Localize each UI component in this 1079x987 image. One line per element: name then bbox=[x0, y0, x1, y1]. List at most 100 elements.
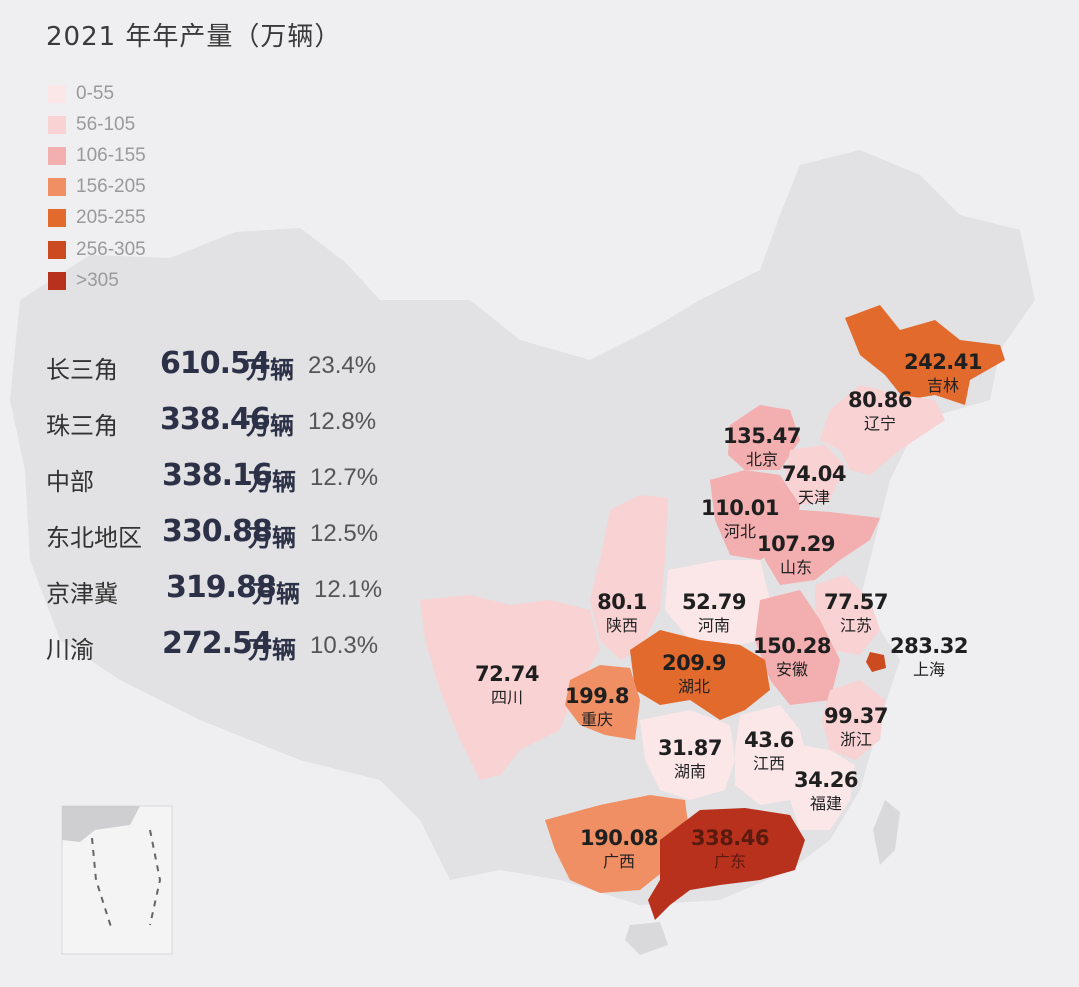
province-name: 四川 bbox=[490, 688, 523, 707]
province-label: 99.37 浙江 bbox=[824, 704, 888, 750]
chongqing-region bbox=[565, 665, 640, 740]
henan-region bbox=[665, 560, 770, 650]
stat-value: 272.54 bbox=[162, 626, 273, 661]
stat-value: 338.16 bbox=[162, 458, 273, 493]
province-name: 湖南 bbox=[673, 762, 706, 781]
province-value: 74.04 bbox=[782, 462, 846, 486]
province-value: 52.79 bbox=[682, 590, 746, 614]
province-label: 110.01 河北 bbox=[700, 496, 780, 542]
province-name: 山东 bbox=[779, 558, 813, 577]
province-value: 31.87 bbox=[658, 736, 722, 760]
province-name: 江西 bbox=[752, 754, 786, 773]
beijing-region bbox=[728, 405, 800, 470]
province-value: 209.9 bbox=[662, 651, 726, 675]
legend-swatch bbox=[48, 240, 66, 259]
stat-unit: 万辆 bbox=[248, 636, 296, 664]
legend-swatch bbox=[48, 209, 66, 228]
stat-value: 319.88 bbox=[166, 570, 277, 605]
stat-share: 12.7% bbox=[310, 464, 379, 491]
legend: 0-55 56-105 106-155 156-205 205-255 256-… bbox=[48, 78, 146, 296]
province-name: 天津 bbox=[797, 488, 830, 507]
shandong-region bbox=[765, 510, 880, 585]
province-value: 338.46 bbox=[690, 826, 770, 850]
legend-label: 106-155 bbox=[76, 144, 146, 166]
hainan-shape bbox=[625, 922, 668, 955]
province-name: 江苏 bbox=[839, 616, 872, 635]
anhui-region bbox=[755, 590, 840, 705]
stat-value: 610.54 bbox=[160, 346, 271, 381]
legend-label: 256-305 bbox=[76, 238, 146, 260]
legend-swatch bbox=[48, 271, 66, 290]
stat-region: 京津冀 bbox=[46, 580, 118, 608]
legend-item: 205-255 bbox=[48, 203, 146, 234]
legend-swatch bbox=[48, 146, 66, 165]
legend-item: 56-105 bbox=[48, 109, 146, 140]
province-label: 72.74 四川 bbox=[475, 662, 539, 708]
zhejiang-region bbox=[822, 680, 885, 760]
shaanxi-region bbox=[590, 495, 668, 660]
province-label: 52.79 河南 bbox=[682, 590, 746, 636]
stat-region: 长三角 bbox=[46, 356, 118, 384]
jiangsu-region bbox=[815, 575, 880, 655]
legend-item: 0-55 bbox=[48, 78, 146, 109]
province-name: 福建 bbox=[809, 794, 842, 813]
province-label: 31.87 湖南 bbox=[658, 736, 722, 782]
province-name: 广西 bbox=[602, 852, 636, 871]
hubei-region bbox=[630, 630, 770, 720]
guangxi-region bbox=[545, 795, 690, 893]
province-label: 80.86 辽宁 bbox=[848, 388, 912, 434]
province-name: 安徽 bbox=[775, 660, 809, 679]
province-name: 河北 bbox=[723, 522, 757, 541]
stat-unit: 万辆 bbox=[252, 580, 300, 608]
province-value: 107.29 bbox=[756, 532, 836, 556]
legend-swatch bbox=[48, 178, 66, 197]
province-name: 上海 bbox=[912, 660, 946, 679]
province-name: 湖北 bbox=[677, 677, 710, 696]
legend-swatch bbox=[48, 84, 66, 103]
inset-land-shape bbox=[62, 806, 140, 842]
stat-share: 12.5% bbox=[310, 520, 379, 547]
province-value: 80.1 bbox=[597, 590, 647, 614]
province-value: 190.08 bbox=[579, 826, 659, 850]
legend-item: 156-205 bbox=[48, 172, 146, 203]
sichuan-region bbox=[420, 595, 600, 780]
shanghai-region bbox=[866, 652, 886, 672]
map-title: 2021 年年产量（万辆） bbox=[46, 22, 342, 52]
inset-dashed-line bbox=[91, 829, 162, 931]
province-label: 34.26 福建 bbox=[794, 768, 858, 814]
stat-unit: 万辆 bbox=[248, 468, 296, 496]
stat-share: 12.8% bbox=[308, 408, 377, 435]
stat-region: 川渝 bbox=[46, 636, 94, 664]
province-value: 99.37 bbox=[824, 704, 888, 728]
hunan-region bbox=[640, 710, 735, 800]
legend-item: 256-305 bbox=[48, 234, 146, 265]
province-name: 广东 bbox=[713, 852, 747, 871]
province-name: 吉林 bbox=[926, 376, 960, 395]
province-label: 135.47 北京 bbox=[723, 424, 802, 470]
legend-label: 0-55 bbox=[76, 82, 115, 104]
stat-share: 12.1% bbox=[314, 576, 383, 603]
province-value: 34.26 bbox=[794, 768, 858, 792]
province-label: 199.8 重庆 bbox=[565, 684, 629, 730]
province-value: 199.8 bbox=[565, 684, 629, 708]
stat-value: 330.88 bbox=[162, 514, 273, 549]
province-value: 72.74 bbox=[475, 662, 539, 686]
province-label: 77.57 江苏 bbox=[824, 590, 888, 636]
province-label: 190.08 广西 bbox=[579, 826, 659, 872]
province-label: 242.41 吉林 bbox=[903, 350, 983, 396]
stat-unit: 万辆 bbox=[246, 356, 294, 384]
stat-value: 338.46 bbox=[160, 402, 271, 437]
province-value: 283.32 bbox=[889, 634, 969, 658]
guangdong-region bbox=[648, 808, 805, 920]
province-label: 209.9 湖北 bbox=[662, 651, 726, 697]
stat-unit: 万辆 bbox=[248, 524, 296, 552]
province-label: 338.46 广东 bbox=[690, 826, 770, 872]
province-value: 110.01 bbox=[700, 496, 780, 520]
province-value: 150.28 bbox=[752, 634, 832, 658]
province-value: 242.41 bbox=[903, 350, 983, 374]
stat-region: 珠三角 bbox=[46, 412, 118, 440]
province-label: 74.04 天津 bbox=[782, 462, 846, 508]
liaoning-region bbox=[820, 385, 945, 475]
stat-region: 中部 bbox=[46, 468, 94, 496]
